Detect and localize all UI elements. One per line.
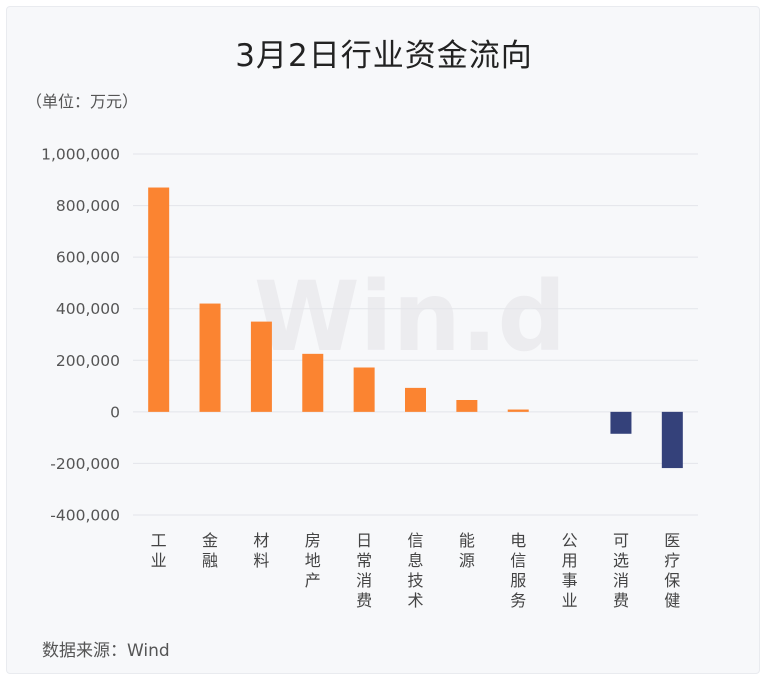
x-tick-label: 能源 — [459, 531, 475, 570]
chart-card — [6, 6, 760, 674]
source-note: 数据来源：Wind — [42, 641, 170, 661]
bar-8 — [507, 409, 529, 412]
y-tick-label: 400,000 — [56, 300, 120, 318]
bar-2 — [199, 303, 221, 412]
y-axis: 1,000,000 800,000 600,000 400,000 200,000 0 -2… — [41, 146, 120, 525]
x-tick-label: 电信服务 — [510, 531, 526, 610]
x-tick-label: 工业 — [151, 531, 167, 570]
y-tick-label: 200,000 — [56, 352, 120, 370]
chart-title: 3月2日行业资金流向 — [235, 38, 533, 74]
x-tick-label: 房地产 — [305, 531, 321, 590]
y-tick-label: -200,000 — [50, 455, 120, 473]
bar-3 — [250, 321, 272, 412]
y-tick-label: 0 — [110, 403, 120, 421]
bar-4 — [302, 353, 324, 412]
x-tick-label: 金融 — [202, 531, 218, 570]
bar-11 — [661, 411, 683, 469]
x-tick-label: 材料 — [253, 531, 269, 570]
bar-layer — [148, 187, 683, 469]
x-tick-label: 信息技术 — [407, 531, 423, 610]
y-tick-label: 1,000,000 — [41, 146, 120, 164]
bar-1 — [148, 187, 170, 412]
bar-5 — [353, 367, 375, 412]
watermark-text: Win.d — [254, 261, 566, 373]
bar-6 — [405, 387, 426, 412]
x-tick-label: 公用事业 — [562, 531, 578, 610]
x-tick-label: 日常消费 — [356, 531, 372, 610]
y-tick-label: -400,000 — [50, 507, 120, 525]
unit-label: （单位：万元） — [26, 92, 139, 111]
bar-7 — [456, 399, 478, 412]
y-tick-label: 800,000 — [56, 197, 120, 215]
x-tick-label: 可选消费 — [613, 531, 629, 610]
grid-layer — [133, 153, 698, 516]
x-tick-label: 医疗保健 — [664, 531, 680, 610]
y-tick-label: 600,000 — [56, 249, 120, 267]
bar-10 — [610, 411, 632, 434]
